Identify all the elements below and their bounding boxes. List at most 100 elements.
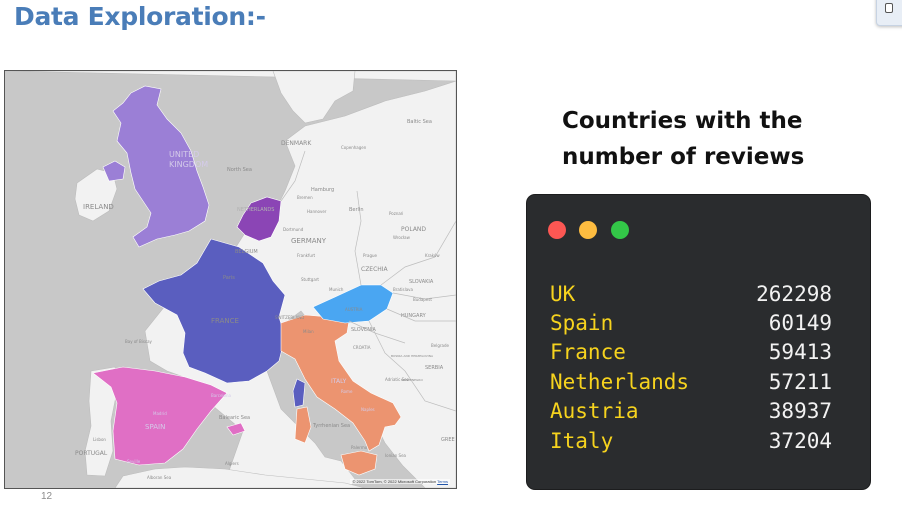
netherlands-shape [236,196,282,242]
map-label-baltic-sea: Baltic Sea [407,119,432,125]
country-name: Netherlands [550,369,690,394]
map-label-hannover: Hannover [307,209,327,214]
country-name: Austria [550,399,639,424]
review-row: UK 262298 [550,279,832,308]
review-count: 57211 [768,369,832,394]
map-label-bratislava: Bratislava [393,287,414,292]
map-label-munich: Munich [329,287,344,292]
country-name: France [550,340,626,365]
map-label-france: FRANCE [211,317,239,325]
map-label-hamburg: Hamburg [311,187,334,193]
map-label-bremen: Bremen [297,195,313,200]
balearic-shape [226,422,246,436]
map-label-netherlands: NETHERLANDS [237,207,274,213]
map-label-frankfurt: Frankfurt [297,253,316,258]
review-count: 38937 [768,399,832,424]
map-label-paris: Paris [223,275,235,281]
corsica-shape [292,378,306,408]
map-label-berlin: Berlin [349,207,364,213]
map-label-portugal: PORTUGAL [75,450,108,457]
map-label-seville: Seville [127,459,141,464]
map-label-uk-2: KINGDOM [169,160,208,169]
corner-action-button[interactable] [876,0,902,26]
map-label-denmark: DENMARK [281,140,312,147]
map-label-prague: Prague [363,253,378,258]
map-label-milan: Milan [303,329,314,334]
map-copyright-text: © 2022 TomTom, © 2022 Microsoft Corporat… [352,479,437,484]
country-name: Italy [550,428,614,453]
sicily-shape [340,450,378,476]
map-label-montenegro: MONTENEGRO [401,378,423,382]
terminal-window: UK 262298 Spain 60149 France 59413 Nethe… [527,195,870,489]
review-count-list: UK 262298 Spain 60149 France 59413 Nethe… [550,279,832,455]
map-copyright: © 2022 TomTom, © 2022 Microsoft Corporat… [350,479,450,484]
map-label-ireland: IRELAND [83,203,114,211]
map-label-alboran-sea: Alboran Sea [147,475,172,480]
document-icon [885,3,893,13]
review-row: Spain 60149 [550,308,832,337]
page-number: 12 [41,491,53,502]
north-africa-land [114,466,366,488]
map-label-rome: Rome [341,389,353,394]
map-label-croatia: CROATIA [353,345,371,350]
map-label-group: UNITED KINGDOM IRELAND North Sea DENMARK… [75,119,455,480]
map-label-budapest: Budapest [413,297,432,302]
sardinia-shape [294,406,312,444]
minimize-window-icon[interactable] [579,221,597,239]
maximize-window-icon[interactable] [611,221,629,239]
map-label-greece: GREE [441,437,455,443]
map-label-bay-of-biscay: Bay of Biscay [125,339,153,344]
review-count: 60149 [768,311,832,336]
france-shape [142,238,286,384]
map-label-poznan: Poznań [389,211,404,216]
review-row: Netherlands 57211 [550,367,832,396]
map-label-adriatic-sea: Adriatic Sea [385,377,410,382]
map-terms-link[interactable]: Terms [437,479,448,484]
map-label-north-sea: North Sea [227,167,252,173]
map-label-bosnia: BOSNIA AND HERZEGOVINA [391,354,434,358]
map-label-germany: GERMANY [291,237,327,245]
map-label-balearic-sea: Balearic Sea [219,415,250,421]
review-count: 59413 [768,340,832,365]
map-label-czechia: CZECHIA [361,266,389,273]
map-label-naples: Naples [361,407,375,412]
map-label-switzerland: SWITZERLAND [275,315,304,320]
map-label-barcelona: Barcelona [211,393,232,398]
country-name: Spain [550,311,614,336]
close-window-icon[interactable] [548,221,566,239]
map-label-krakow: Kraków [425,253,440,258]
europe-review-map[interactable]: UNITED KINGDOM IRELAND North Sea DENMARK… [4,70,457,489]
map-label-slovenia: SLOVENIA [351,327,376,333]
country-name: UK [550,281,576,306]
map-label-italy: ITALY [331,378,347,385]
review-row: France 59413 [550,338,832,367]
map-canvas: UNITED KINGDOM IRELAND North Sea DENMARK… [5,71,456,488]
map-label-dortmund: Dortmund [283,227,304,232]
map-label-lisbon: Lisbon [93,437,106,442]
map-label-wroclaw: Wrocław [393,235,411,240]
map-label-madrid: Madrid [153,411,167,416]
review-count: 262298 [756,281,832,306]
review-row: Austria 38937 [550,397,832,426]
map-label-copenhagen: Copenhagen [341,145,367,150]
ireland-shape [74,168,118,222]
map-label-belgium: BELGIUM [235,249,258,255]
austria-shape [312,284,394,324]
map-label-palermo: Palermo [351,445,368,450]
northern-ireland-shape [102,160,126,182]
italy-shape [280,314,402,452]
map-label-tyrrhenian-sea: Tyrrhenian Sea [312,423,350,429]
map-label-belgrade: Belgrade [431,343,449,348]
slide-title: Data Exploration:- [14,2,266,31]
borders [280,150,456,412]
reviews-heading: Countries with the number of reviews [562,108,805,170]
scandinavia-land [272,71,356,124]
review-row: Italy 37204 [550,426,832,455]
review-count: 37204 [768,428,832,453]
map-label-uk-1: UNITED [169,150,199,159]
map-label-spain: SPAIN [145,423,165,431]
spain-shape [92,366,228,466]
uk-shape [112,85,210,248]
map-label-stuttgart: Stuttgart [301,277,319,282]
map-label-poland: POLAND [401,226,426,233]
